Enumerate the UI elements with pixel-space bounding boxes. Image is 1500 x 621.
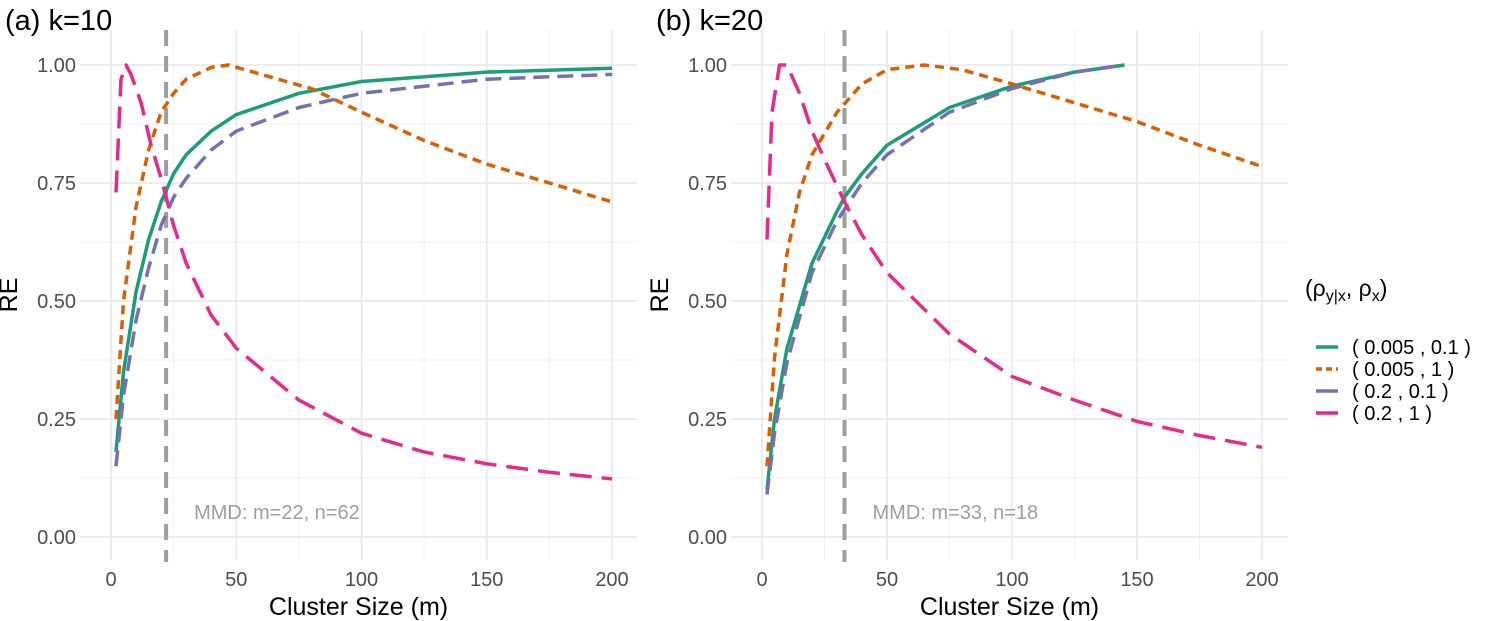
series-line-3 bbox=[765, 63, 1125, 495]
x-tick-label: 200 bbox=[595, 569, 628, 591]
x-tick-label: 150 bbox=[470, 569, 503, 591]
series-line-4 bbox=[765, 63, 1263, 450]
series-line-4 bbox=[114, 63, 613, 481]
legend-title-part: y|x bbox=[1326, 288, 1346, 305]
x-tick-label: 50 bbox=[876, 569, 898, 591]
legend-title-part: , ρ bbox=[1346, 275, 1372, 301]
legend-title-part: (ρ bbox=[1305, 275, 1326, 301]
x-tick-label: 0 bbox=[105, 569, 116, 591]
legend-title-part: ) bbox=[1380, 275, 1388, 301]
series-line-2 bbox=[114, 63, 613, 420]
x-tick-label: 50 bbox=[225, 569, 247, 591]
y-tick-label: 0.75 bbox=[688, 173, 727, 195]
x-axis-label: Cluster Size (m) bbox=[920, 593, 1099, 621]
x-tick-label: 100 bbox=[995, 569, 1028, 591]
legend-label: ( 0.005 , 1 ) bbox=[1352, 359, 1454, 381]
y-tick-label: 0.50 bbox=[37, 291, 76, 313]
legend: (ρy|x, ρx)( 0.005 , 0.1 )( 0.005 , 1 )( … bbox=[1305, 275, 1471, 425]
legend-title: (ρy|x, ρx) bbox=[1305, 275, 1387, 305]
panel-title: (b) k=20 bbox=[656, 5, 763, 37]
x-tick-label: 150 bbox=[1120, 569, 1153, 591]
y-tick-label: 0.25 bbox=[37, 409, 76, 431]
legend-label: ( 0.2 , 0.1 ) bbox=[1352, 381, 1449, 403]
mmd-annotation: MMD: m=33, n=18 bbox=[873, 502, 1039, 524]
legend-label: ( 0.2 , 1 ) bbox=[1352, 403, 1432, 425]
legend-title-part: x bbox=[1372, 288, 1380, 305]
x-tick-label: 200 bbox=[1245, 569, 1278, 591]
y-tick-label: 0.50 bbox=[688, 291, 727, 313]
y-tick-label: 0.25 bbox=[688, 409, 727, 431]
x-tick-label: 0 bbox=[756, 569, 767, 591]
y-tick-label: 0.00 bbox=[37, 527, 76, 549]
x-axis-label: Cluster Size (m) bbox=[269, 593, 448, 621]
panel-title: (a) k=10 bbox=[5, 5, 112, 37]
panel-a: 0 50 100 150 200 0.00 0.25 0.50 0.75 1.00 MMD: m=2… bbox=[0, 5, 637, 621]
panel-b: 0 50 100 150 200 0.00 0.25 0.50 0.75 1.00 MMD: m=3… bbox=[646, 5, 1288, 621]
y-tick-label: 0.75 bbox=[37, 173, 76, 195]
y-tick-label: 1.00 bbox=[688, 55, 727, 77]
series-line-1 bbox=[765, 63, 1125, 490]
series-line-3 bbox=[114, 72, 613, 467]
y-axis-label: RE bbox=[646, 278, 674, 313]
y-tick-label: 0.00 bbox=[688, 527, 727, 549]
y-tick-label: 1.00 bbox=[37, 55, 76, 77]
y-axis-label: RE bbox=[0, 278, 23, 313]
mmd-annotation: MMD: m=22, n=62 bbox=[194, 502, 360, 524]
x-tick-label: 100 bbox=[345, 569, 378, 591]
series-line-2 bbox=[765, 63, 1263, 467]
series-line-1 bbox=[114, 66, 613, 453]
legend-label: ( 0.005 , 0.1 ) bbox=[1352, 337, 1471, 359]
